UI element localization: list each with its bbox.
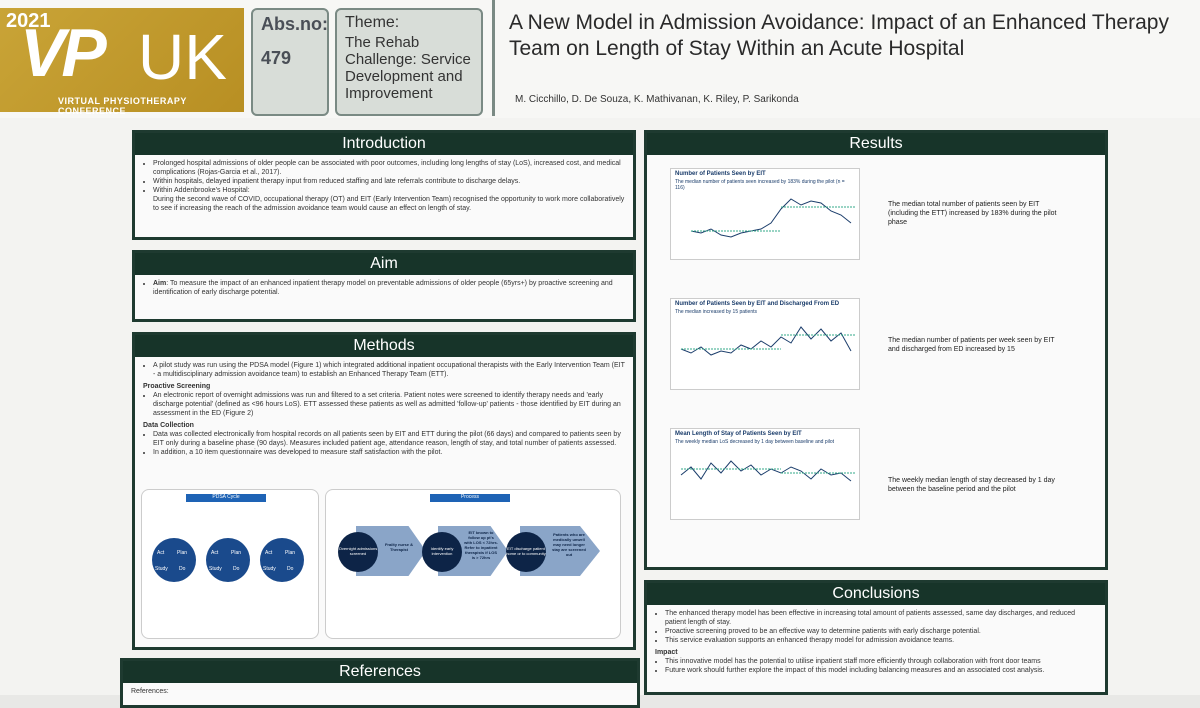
conclusion-bullet: The enhanced therapy model has been effe… (665, 609, 1097, 627)
process-step-text: Patients who are medically unwell may ne… (552, 532, 586, 557)
theme-box: Theme: The Rehab Challenge: Service Deve… (335, 8, 483, 116)
title-box: A New Model in Admission Avoidance: Impa… (492, 0, 1200, 116)
data-collection-heading: Data Collection (143, 422, 194, 429)
proactive-screening-text: An electronic report of overnight admiss… (153, 391, 625, 418)
aim-heading: Aim (135, 253, 633, 275)
proactive-screening-heading: Proactive Screening (143, 383, 211, 390)
intro-bullet: Prolonged hospital admissions of older p… (153, 159, 625, 177)
graph-3-note: The weekly median length of stay decreas… (888, 477, 1055, 493)
introduction-section: Introduction Prolonged hospital admissio… (132, 130, 636, 240)
methods-section: Methods A pilot study was run using the … (132, 332, 636, 650)
graph-1-note: The median total number of patients seen… (888, 201, 1057, 226)
graph-1-plot (690, 198, 856, 238)
impact-heading: Impact (655, 649, 678, 656)
authors: M. Cicchillo, D. De Souza, K. Mathivanan… (515, 94, 799, 105)
results-heading: Results (647, 133, 1105, 155)
process-node: Overnight admissions screened (338, 532, 378, 572)
pdsa-figure: PDSA Cycle Act Plan Study Do Act Plan Study… (141, 489, 319, 639)
intro-paragraph: During the second wave of COVID, occupat… (153, 196, 625, 212)
graph-2-plot (680, 326, 856, 356)
pdsa-label: PDSA Cycle (186, 494, 266, 502)
conclusion-bullet: Proactive screening proved to be an effe… (665, 627, 1097, 636)
conclusions-section: Conclusions The enhanced therapy model h… (644, 580, 1108, 695)
graph-3-plot (680, 460, 856, 482)
process-label: Process (430, 494, 510, 502)
intro-bullet: Within hospitals, delayed inpatient ther… (153, 177, 625, 186)
methods-heading: Methods (135, 335, 633, 357)
header-strip: 2021 VP UK VIRTUAL PHYSIOTHERAPY CONFERE… (0, 0, 1200, 118)
impact-bullet: This innovative model has the potential … (665, 657, 1097, 666)
graph-length-of-stay: Mean Length of Stay of Patients Seen by … (670, 428, 860, 520)
conclusions-heading: Conclusions (647, 583, 1105, 605)
impact-bullet: Future work should further explore the i… (665, 666, 1097, 675)
aim-text: Aim: To measure the impact of an enhance… (153, 279, 625, 297)
pdsa-cycle-circle: Act Plan Study Do (260, 538, 304, 582)
questionnaire-text: In addition, a 10 item questionnaire was… (153, 448, 625, 457)
graph-ed-discharges: Number of Patients Seen by EIT and Disch… (670, 298, 860, 390)
abs-number: 479 (261, 48, 292, 68)
logo-vp: VP (20, 15, 107, 91)
pdsa-cycle-circle: Act Plan Study Do (206, 538, 250, 582)
abstract-number-box: Abs.no: 479 (251, 8, 329, 116)
logo-year: 2021 (6, 10, 51, 32)
theme-label: Theme: (345, 14, 400, 31)
pdsa-cycle-circle: Act Plan Study Do (152, 538, 196, 582)
logo-subtitle: VIRTUAL PHYSIOTHERAPY CONFERENCE (58, 96, 187, 116)
process-figure: Process Overnight admissions screened Fr… (325, 489, 621, 639)
references-text: References: (131, 688, 169, 695)
process-step-text: EIT known to follow up pt's with LOS < 7… (464, 530, 498, 560)
vpuk-logo: 2021 VP UK VIRTUAL PHYSIOTHERAPY CONFERE… (0, 8, 244, 116)
theme-text: The Rehab Challenge: Service Development… (345, 34, 471, 102)
methods-intro: A pilot study was run using the PDSA mod… (153, 361, 625, 379)
poster-title: A New Model in Admission Avoidance: Impa… (509, 11, 1169, 60)
graph-2-note: The median number of patients per week s… (888, 337, 1055, 353)
poster-body: Introduction Prolonged hospital admissio… (0, 118, 1200, 708)
process-node: Identify early intervention (422, 532, 462, 572)
references-heading: References (123, 661, 637, 683)
data-collection-text: Data was collected electronically from h… (153, 430, 625, 448)
introduction-heading: Introduction (135, 133, 633, 155)
process-step-text: Frailty nurse & Therapist (384, 542, 413, 552)
intro-bullet: Within Addenbrooke's Hospital: (153, 186, 625, 195)
process-node: EIT discharge patient home or to communi… (506, 532, 546, 572)
logo-uk: UK (138, 21, 227, 93)
abs-label: Abs.no: (261, 14, 328, 34)
references-section: References References: (120, 658, 640, 708)
aim-section: Aim Aim: To measure the impact of an enh… (132, 250, 636, 322)
graph-patients-seen: Number of Patients Seen by EIT The media… (670, 168, 860, 260)
conclusion-bullet: This service evaluation supports an enha… (665, 636, 1097, 645)
